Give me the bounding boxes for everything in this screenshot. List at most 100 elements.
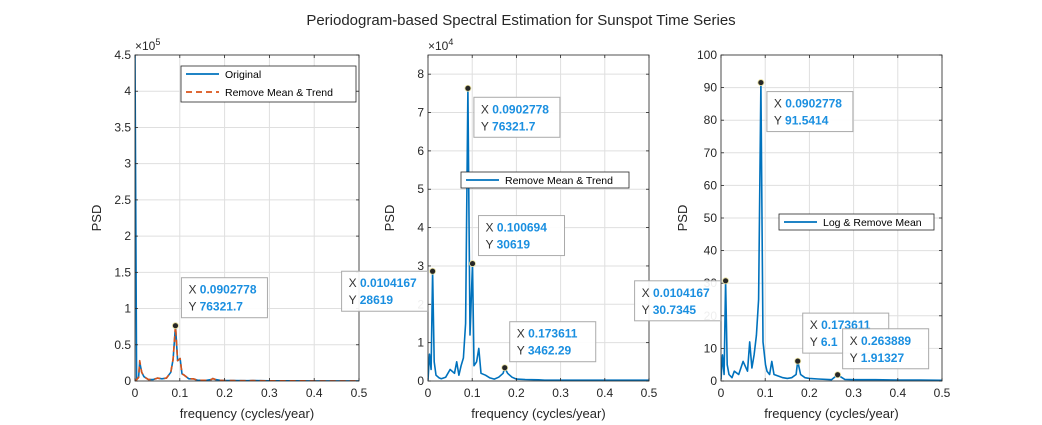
x-axis-label: frequency (cycles/year) xyxy=(471,406,605,421)
datatip[interactable]: X 0.0902778 Y 91.5414 xyxy=(757,79,854,133)
y-tick-label: 5 xyxy=(417,182,424,196)
y-tick-label: 4 xyxy=(124,84,131,98)
y-tick-label: 40 xyxy=(704,244,718,258)
datatip-x-line: X 0.0902778 xyxy=(481,102,549,116)
datatip-y-line: Y 30619 xyxy=(486,238,531,252)
y-tick-label: 3.5 xyxy=(114,120,131,134)
x-tick-label: 0.5 xyxy=(934,386,951,400)
datatip-x-line: X 0.0104167 xyxy=(349,276,417,290)
y-axis-label: PSD xyxy=(675,205,690,232)
legend-entry-label: Remove Mean & Trend xyxy=(505,175,613,187)
datatip-x-key: X xyxy=(774,97,785,111)
x-tick-label: 0.2 xyxy=(216,386,233,400)
datatip-box xyxy=(509,321,597,363)
datatip-marker xyxy=(757,79,765,86)
datatip-x-value: 0.100694 xyxy=(497,221,547,235)
y-tick-label: 1 xyxy=(417,336,424,350)
datatip-x-key: X xyxy=(349,276,360,290)
datatip-y-key: Y xyxy=(517,344,528,358)
y-exponent-label: ×104 xyxy=(428,37,453,53)
datatip-marker xyxy=(794,357,802,365)
datatip-x-line: X 0.0902778 xyxy=(774,97,842,111)
y-tick-label: 2.5 xyxy=(114,193,131,207)
datatip-y-key: Y xyxy=(642,303,653,317)
datatip-x-value: 0.173611 xyxy=(528,327,578,341)
datatip-y-line: Y 30.7345 xyxy=(642,303,697,317)
legend-box xyxy=(180,65,357,103)
datatip[interactable]: X 0.0104167 Y 28619 xyxy=(341,267,436,312)
legend-box xyxy=(460,171,630,189)
legend-entry-label: Remove Mean & Trend xyxy=(225,87,333,99)
datatip-y-key: Y xyxy=(774,114,785,128)
x-tick-label: 0.2 xyxy=(508,386,525,400)
datatip-marker xyxy=(429,267,436,275)
datatip-y-value: 30619 xyxy=(497,238,531,252)
x-tick-label: 0 xyxy=(132,386,139,400)
datatip-y-key: Y xyxy=(349,293,360,307)
y-tick-label: 1 xyxy=(124,302,131,316)
datatip-x-key: X xyxy=(810,318,821,332)
datatip-y-line: Y 3462.29 xyxy=(517,344,572,358)
datatip-y-line: Y 76321.7 xyxy=(481,119,536,133)
y-exponent-base: ×10 xyxy=(135,39,156,53)
datatip-box xyxy=(473,96,561,138)
x-tick-label: 0.1 xyxy=(171,386,188,400)
datatip-x-value: 0.0104167 xyxy=(653,286,710,300)
datatip-box xyxy=(341,270,429,312)
y-tick-label: 2 xyxy=(124,229,131,243)
x-tick-label: 0 xyxy=(425,386,432,400)
y-tick-label: 8 xyxy=(417,67,424,81)
y-exponent-label: ×105 xyxy=(135,37,160,53)
y-tick-label: 0.5 xyxy=(114,338,131,352)
datatip-y-line: Y 28619 xyxy=(349,293,394,307)
x-tick-label: 0.2 xyxy=(801,386,818,400)
datatip-y-value: 91.5414 xyxy=(785,114,829,128)
datatip-y-value: 76321.7 xyxy=(200,300,244,314)
datatip-y-key: Y xyxy=(486,238,497,252)
datatip-y-value: 76321.7 xyxy=(492,119,536,133)
y-tick-label: 90 xyxy=(704,81,718,95)
y-axis-label: PSD xyxy=(89,205,104,232)
y-tick-label: 7 xyxy=(417,106,424,120)
y-exponent-power: 4 xyxy=(448,37,453,47)
datatip-y-line: Y 76321.7 xyxy=(188,300,243,314)
datatip-marker xyxy=(834,371,842,379)
x-tick-label: 0.3 xyxy=(261,386,278,400)
subplots-group: 0 0.1 0.2 0.3 0.4 0.500.511.522.533.544.5×105… xyxy=(89,37,951,421)
datatip-y-key: Y xyxy=(481,119,492,133)
datatip-y-value: 1.91327 xyxy=(861,351,905,365)
y-tick-label: 3 xyxy=(417,259,424,273)
datatip-y-line: Y 91.5414 xyxy=(774,114,829,128)
y-tick-label: 80 xyxy=(704,113,718,127)
datatip-x-key: X xyxy=(850,334,861,348)
x-tick-label: 0.3 xyxy=(552,386,569,400)
x-tick-label: 0.3 xyxy=(845,386,862,400)
datatip-x-value: 0.0902778 xyxy=(200,283,257,297)
legend: Log & Remove Mean xyxy=(778,213,935,231)
datatip-x-line: X 0.263889 xyxy=(850,334,912,348)
datatip-marker xyxy=(469,260,476,267)
y-exponent-base: ×10 xyxy=(428,39,449,53)
datatip-x-key: X xyxy=(481,102,492,116)
legend: Original Remove Mean & Trend xyxy=(180,65,357,103)
datatip-y-value: 3462.29 xyxy=(528,344,572,358)
datatip-x-value: 0.0902778 xyxy=(492,102,549,116)
y-tick-label: 100 xyxy=(697,48,717,62)
x-tick-label: 0.4 xyxy=(889,386,906,400)
datatip-y-value: 30.7345 xyxy=(653,303,697,317)
series-line-1 xyxy=(721,81,942,381)
x-tick-label: 0.4 xyxy=(306,386,323,400)
x-tick-label: 0.5 xyxy=(351,386,368,400)
datatip-y-key: Y xyxy=(188,300,199,314)
y-tick-label: 6 xyxy=(417,144,424,158)
datatip-y-line: Y 6.1 xyxy=(810,335,838,349)
x-tick-label: 0.4 xyxy=(596,386,613,400)
